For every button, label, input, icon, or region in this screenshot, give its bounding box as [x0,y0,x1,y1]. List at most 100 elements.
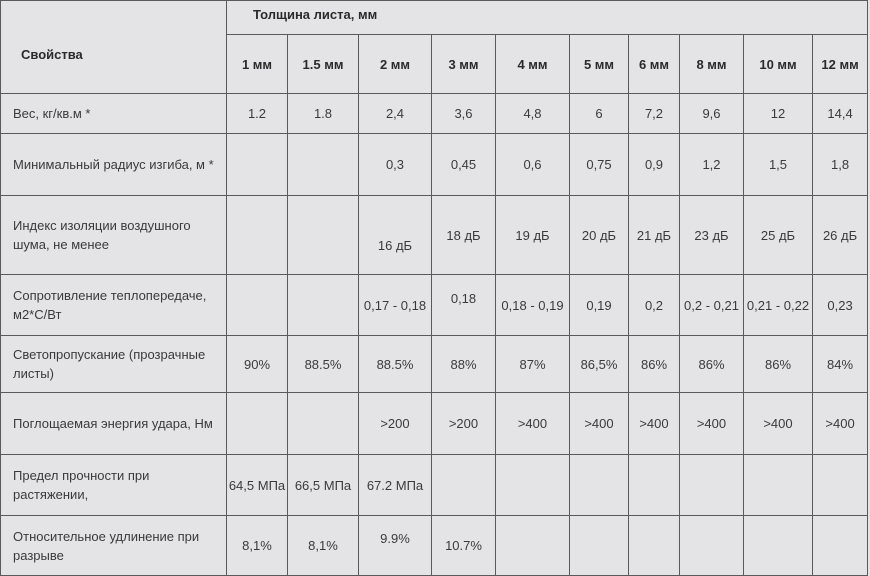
table-cell: 14,4 [811,93,869,134]
table-cell [679,515,744,576]
table-cell: 0,18 [431,274,496,336]
table-cell: 0,3 [358,133,432,196]
cell-value: 1.2 [247,106,267,121]
table-cell [287,392,359,455]
cell-value: 88% [450,356,477,372]
table-cell: >400 [743,392,813,455]
cell-value: 1,8 [831,157,850,172]
table-cell: 84% [811,335,869,393]
table-cell: 6 [569,93,629,134]
cell-value: 6 [595,106,603,121]
table-row: Предел прочности при растяжении, 64,5 МП… [0,454,869,516]
table-cell: 0,2 [628,274,680,336]
table-row: Светопропускание (прозрачные листы) 90% … [0,335,869,393]
table-cell: 0,21 - 0,22 [743,274,813,336]
table-cell: 86% [628,335,680,393]
cell-value: 25 дБ [760,227,796,243]
col-header-12mm: 12 мм [811,34,869,94]
cell-value: 0,17 - 0,18 [363,297,427,313]
cell-value: 9,6 [702,106,721,121]
cell-value: 64,5 МПа [228,477,286,493]
table-cell: 16 дБ [358,195,432,275]
cell-value: 0,75 [586,157,612,172]
table-cell: 87% [495,335,570,393]
table-cell: 0,2 - 0,21 [679,274,744,336]
cell-value: 23 дБ [694,227,729,243]
table-cell: 19 дБ [495,195,570,275]
table-cell [226,392,288,455]
cell-value: 26 дБ [822,227,858,243]
table-cell: 0,17 - 0,18 [358,274,432,336]
table-cell: 8,1% [287,515,359,576]
cell-value: 0,45 [450,157,477,172]
table-cell [495,515,570,576]
table-row: Сопротивление теплопередаче, м2*С/Вт 0,1… [0,274,869,336]
cell-value: 8,1% [308,538,338,553]
table-cell: 1.8 [287,93,359,134]
cell-value: 88.5% [304,356,342,372]
table-row: Относительное удлинение при разрыве 8,1%… [0,515,869,576]
cell-value: 7,2 [644,106,664,121]
table-cell: 9.9% [358,515,432,576]
table-cell: 1.2 [226,93,288,134]
table-cell [569,515,629,576]
table-cell: 88% [431,335,496,393]
col-header-8mm: 8 мм [679,34,744,94]
cell-value: 0,21 - 0,22 [746,297,810,313]
cell-value: 87% [519,356,546,372]
table-cell [226,274,288,336]
cell-value: 0,2 - 0,21 [684,297,739,313]
cell-value: 4,8 [523,106,542,121]
cell-value: >400 [825,416,855,431]
cell-value: 90% [243,356,271,372]
table-cell [743,454,813,516]
cell-value: 88.5% [376,356,414,372]
table-cell: 2,4 [358,93,432,134]
col-header-4mm: 4 мм [495,34,570,94]
table-cell [287,274,359,336]
table-cell: 23 дБ [679,195,744,275]
cell-value: 1.8 [313,106,333,121]
cell-value: 0,18 - 0,19 [501,297,564,313]
table-cell: 0,9 [628,133,680,196]
cell-value: 0,19 [586,297,612,313]
cell-value: 0,23 [827,297,853,313]
table-cell: 4,8 [495,93,570,134]
cell-value: 0,2 [644,297,664,313]
col-header-1mm: 1 мм [226,34,288,94]
cell-value: 66,5 МПа [294,477,352,493]
cell-value: 21 дБ [636,227,672,243]
table-row: Индекс изоляции воздушного шума, не мене… [0,195,869,275]
table-cell: 3,6 [431,93,496,134]
table-row: Поглощаемая энергия удара, Нм >200 >200 … [0,392,869,455]
table-cell: 88.5% [287,335,359,393]
cell-value: 0,6 [523,157,542,172]
table-cell: >200 [358,392,432,455]
table-cell: 8,1% [226,515,288,576]
cell-value: 18 дБ [446,227,481,243]
table-cell: 0,18 - 0,19 [495,274,570,336]
row-label-light-transmission: Светопропускание (прозрачные листы) [0,335,227,393]
table-row: Вес, кг/кв.м * 1.2 1.8 2,4 3,6 4,8 6 7,2… [0,93,869,134]
cell-value: >400 [584,416,614,431]
table-cell: 0,45 [431,133,496,196]
cell-value: 84% [827,356,854,372]
col-header-6mm: 6 мм [628,34,680,94]
cell-value: 0,3 [385,157,405,172]
cell-value: 3,6 [454,106,473,121]
table-cell: >400 [495,392,570,455]
col-header-10mm: 10 мм [743,34,813,94]
row-label-elongation: Относительное удлинение при разрыве [0,515,227,576]
col-header-1-5mm: 1.5 мм [287,34,359,94]
table-cell: 90% [226,335,288,393]
cell-value: 12 [770,106,786,121]
table-cell: 0,23 [811,274,869,336]
cell-value: >400 [639,416,669,431]
table-cell [495,454,570,516]
row-label-thermal-resistance: Сопротивление теплопередаче, м2*С/Вт [0,274,227,336]
table-cell [679,454,744,516]
row-label-weight: Вес, кг/кв.м * [0,93,227,134]
table-cell: 0,6 [495,133,570,196]
table-row: Минимальный радиус изгиба, м * 0,3 0,45 … [0,133,869,196]
table-cell: 7,2 [628,93,680,134]
